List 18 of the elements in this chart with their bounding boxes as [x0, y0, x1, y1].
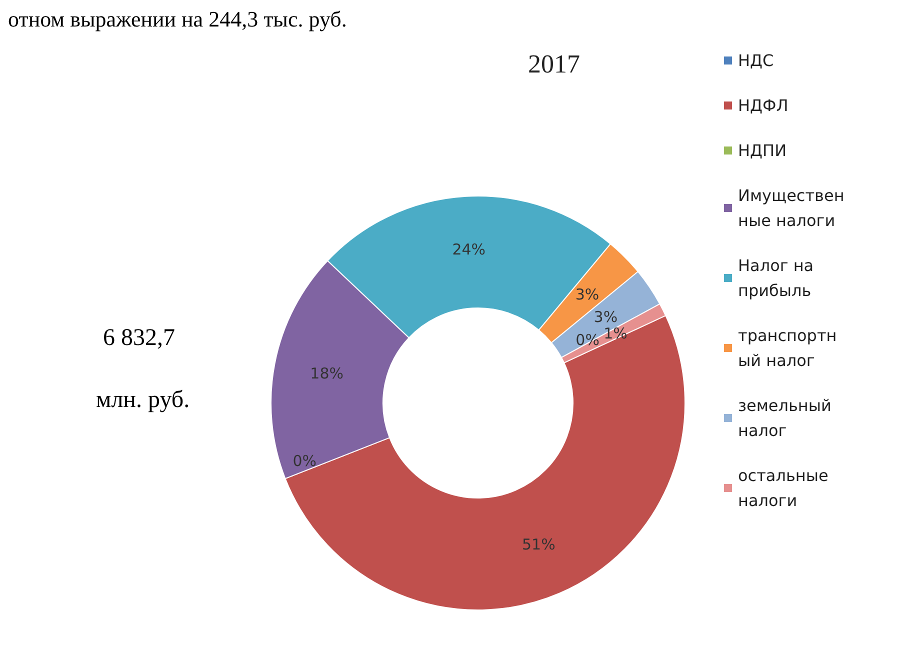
text: отном выражении на 244,3 тыс. руб.: [8, 6, 347, 32]
data-label: 3%: [594, 308, 618, 326]
text: 0%: [292, 452, 317, 470]
legend-label: НДФЛ: [738, 96, 788, 115]
data-label: 24%: [452, 240, 486, 258]
legend-label: НДПИ: [738, 141, 787, 160]
legend-label: транспортный налог: [738, 326, 837, 370]
legend-label: земельный налог: [738, 396, 836, 440]
data-label: 51%: [522, 536, 556, 554]
legend-label: остальные налоги: [738, 466, 834, 510]
legend-label: НДС: [738, 51, 774, 70]
chart-title: 2017: [528, 50, 580, 78]
legend-label: Имущественные налоги: [738, 186, 844, 230]
data-label: 3%: [575, 285, 600, 304]
data-label: 18%: [310, 364, 344, 383]
text: 6 832,7: [103, 325, 175, 351]
legend-label: Налог на прибыль: [738, 256, 819, 300]
text: млн. руб.: [96, 387, 190, 413]
